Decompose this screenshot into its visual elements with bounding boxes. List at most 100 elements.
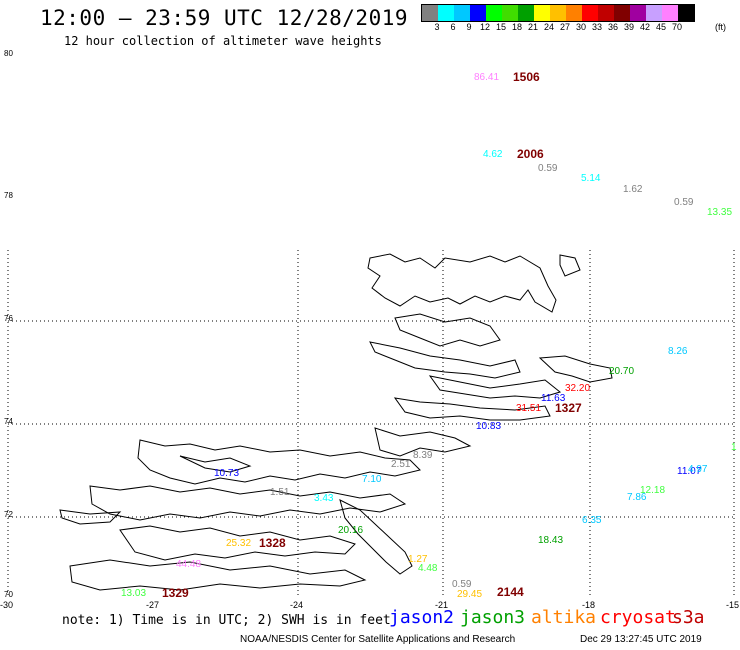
pass-time-label: 2006 (517, 147, 544, 161)
latitude-label: 80 (4, 49, 13, 58)
graticule: 80 78 76 74 72 70-30 -27 -24 -21 -18 -15 (0, 49, 739, 610)
longitude-label: -27 (146, 600, 159, 610)
wave-height-label: 1.62 (623, 184, 643, 195)
pass-time-label: 1328 (259, 536, 286, 550)
wave-height-label: 2.51 (391, 459, 411, 470)
greenland-coastline (59, 253, 613, 591)
wave-height-label: 1.51 (270, 487, 290, 498)
coastline-scoresby-inner (179, 455, 252, 473)
legend-label: 45 (655, 22, 666, 32)
legend-swatch (518, 5, 534, 21)
satellite-altika: altika (531, 607, 597, 628)
legend-label: 30 (575, 22, 586, 32)
legend-label: 36 (607, 22, 618, 32)
longitude-label: -30 (0, 600, 13, 610)
longitude-label: -21 (435, 600, 448, 610)
legend-label: 42 (639, 22, 650, 32)
coastline-north (367, 253, 557, 313)
wave-height-label: 13.35 (707, 207, 732, 218)
legend-swatch (534, 5, 550, 21)
legend-swatch (502, 5, 518, 21)
coastline-scoresby-fjord (119, 525, 356, 561)
legend-unit: (ft) (715, 22, 726, 32)
coastline-east-1 (393, 397, 551, 421)
coastline-west-inner (59, 509, 122, 525)
wave-height-label: 18.43 (538, 535, 563, 546)
wave-height-label: 32.20 (565, 383, 590, 394)
legend-label: 12 (479, 22, 490, 32)
wave-height-label: 0.59 (674, 197, 694, 208)
satellite-s3a: s3a (672, 607, 705, 628)
footer-timestamp: Dec 29 13:27:45 UTC 2019 (580, 634, 702, 645)
wave-height-label: 12.18 (640, 485, 665, 496)
longitude-label: -24 (290, 600, 303, 610)
wave-height-label: 13.03 (121, 588, 146, 599)
legend-label: 27 (559, 22, 570, 32)
wave-height-label: 29.45 (457, 589, 482, 600)
map-title: 12:00 – 23:59 UTC 12/28/2019 (40, 6, 409, 30)
wave-height-label: 4.97 (688, 464, 708, 475)
legend-swatch (566, 5, 582, 21)
legend-label: 9 (466, 22, 472, 32)
wave-height-label: 0.59 (452, 579, 472, 590)
legend-swatch (454, 5, 470, 21)
pass-time-label: 1506 (513, 70, 540, 84)
legend-swatch (598, 5, 614, 21)
pass-time-label: 1327 (555, 401, 582, 415)
legend-swatch (630, 5, 646, 21)
wave-height-label: 8.39 (413, 450, 433, 461)
wave-height-label: 5.14 (581, 173, 601, 184)
wave-height-label: 44.48 (176, 559, 201, 570)
legend-label: 39 (623, 22, 634, 32)
wave-height-label: 7.86 (627, 492, 647, 503)
wave-height-label: 25.32 (226, 538, 251, 549)
pass-time-label: 1329 (162, 586, 189, 600)
color-legend (421, 4, 695, 22)
legend-swatch (486, 5, 502, 21)
coastline-island-ne (538, 355, 613, 383)
wave-height-label: 0.59 (538, 163, 558, 174)
coastline-east-2 (374, 427, 472, 457)
legend-swatch (582, 5, 598, 21)
coastline-south (69, 559, 367, 591)
wave-height-label: 1 (731, 442, 737, 453)
legend-label: 24 (543, 22, 554, 32)
latitude-label: 76 (4, 314, 13, 323)
legend-label: 33 (591, 22, 602, 32)
legend-swatch (438, 5, 454, 21)
latitude-label: 74 (4, 417, 13, 426)
map-subtitle: 12 hour collection of altimeter wave hei… (64, 34, 382, 48)
satellite-jason2: jason2 (389, 607, 455, 628)
satellite-jason3: jason3 (460, 607, 526, 628)
wave-height-label: 20.70 (609, 366, 634, 377)
latitude-label: 70 (4, 590, 13, 599)
latitude-label: 78 (4, 191, 13, 200)
legend-swatch (662, 5, 678, 21)
wave-height-label: 11.07 (677, 466, 702, 477)
wave-height-label: 31.51 (516, 403, 541, 414)
coastline-scoresby-north (137, 439, 421, 485)
legend-label: 21 (527, 22, 538, 32)
legend-swatch (550, 5, 566, 21)
wave-height-label: 20.16 (338, 525, 363, 536)
longitude-label: -18 (582, 600, 595, 610)
wave-height-label: 10.73 (214, 468, 239, 479)
coastline-fjord-2 (369, 341, 521, 379)
legend-swatch (646, 5, 662, 21)
wave-height-label: 4.62 (483, 149, 503, 160)
wave-height-label: 7.10 (362, 474, 382, 485)
wave-height-label: 8.26 (668, 346, 688, 357)
legend-swatch (614, 5, 630, 21)
coastline-north-2 (559, 254, 581, 277)
coastline-scoresby-mid (89, 485, 407, 521)
wave-height-label: 11.63 (541, 393, 566, 404)
wave-height-label: 10.83 (476, 421, 501, 432)
latitude-label: 72 (4, 510, 13, 519)
wave-height-label: 3.43 (314, 493, 334, 504)
coastline-southeast (339, 499, 413, 575)
legend-swatch (470, 5, 486, 21)
footer-credit: NOAA/NESDIS Center for Satellite Applica… (240, 634, 516, 645)
wave-height-label: 86.41 (474, 72, 499, 83)
legend-swatch (422, 5, 438, 21)
